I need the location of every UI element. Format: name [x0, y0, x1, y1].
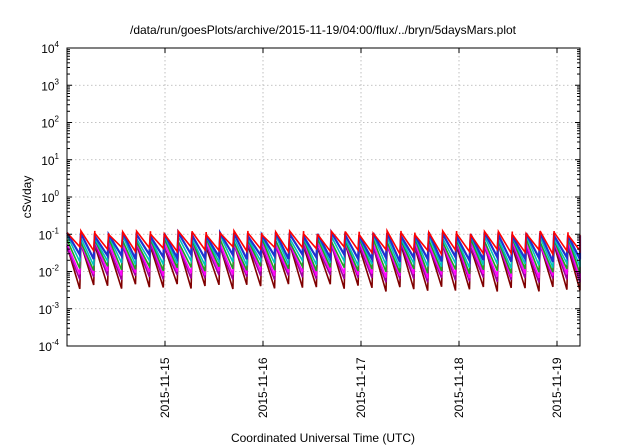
y-tick-label: 101	[41, 152, 59, 168]
x-tick-label: 2015-11-17	[354, 357, 368, 418]
x-tick-label: 2015-11-15	[158, 357, 172, 418]
x-tick-label: 2015-11-19	[550, 357, 564, 418]
x-tick-label: 2015-11-16	[256, 357, 270, 418]
series-line	[66, 227, 581, 258]
x-tick-label: 2015-11-18	[452, 357, 466, 418]
series-layer	[66, 227, 582, 292]
grid	[67, 48, 580, 346]
y-tick-label: 10-2	[39, 264, 60, 280]
y-tick-label: 10-1	[39, 226, 60, 242]
y-tick-label: 100	[41, 189, 59, 205]
y-axis: 104 103 102 101 100 10-1 10-2 10-3 10-4	[39, 40, 580, 354]
series-line	[66, 243, 581, 292]
y-tick-label: 10-3	[39, 301, 60, 317]
x-axis-label: Coordinated Universal Time (UTC)	[231, 431, 415, 445]
y-tick-label: 103	[41, 77, 59, 93]
y-tick-label: 102	[41, 115, 59, 131]
y-tick-label: 10-4	[39, 338, 60, 354]
chart-title: /data/run/goesPlots/archive/2015-11-19/0…	[130, 23, 517, 37]
y-axis-label: cSv/day	[20, 176, 34, 219]
y-tick-label: 104	[41, 40, 59, 56]
x-axis: 2015-11-15 2015-11-16 2015-11-17 2015-11-18…	[158, 48, 564, 418]
